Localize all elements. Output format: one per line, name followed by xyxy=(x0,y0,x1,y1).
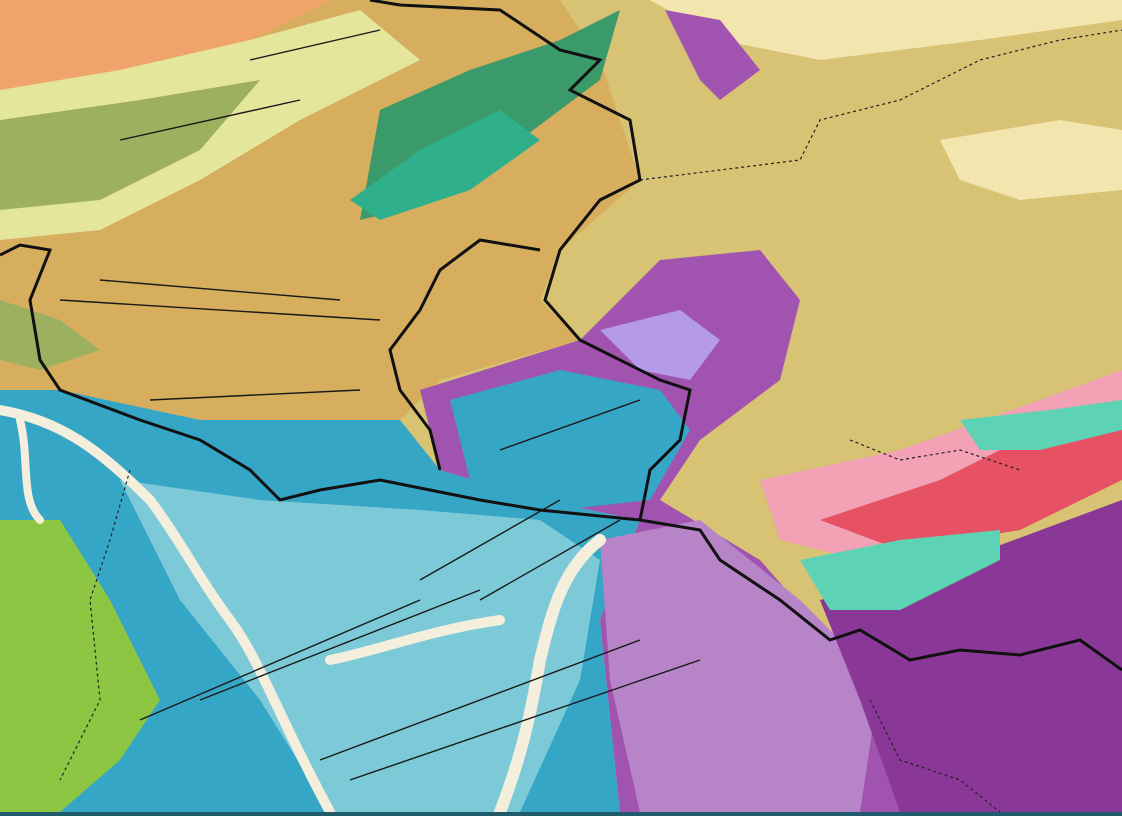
provincial-border xyxy=(59,469,131,781)
region-blue-central xyxy=(450,370,690,510)
national-border xyxy=(0,0,1122,672)
region-lime-southwest xyxy=(0,520,160,812)
region-cream-northeast xyxy=(650,0,1122,60)
bottom-bar xyxy=(0,812,1122,816)
river xyxy=(0,405,335,812)
provincial-border xyxy=(849,439,1021,471)
region-purple-dark-southeast xyxy=(820,500,1122,812)
region-cream-east xyxy=(940,120,1122,200)
rivers xyxy=(0,405,606,812)
fault-line xyxy=(319,639,641,761)
fault-line xyxy=(479,519,621,601)
provincial-border xyxy=(869,699,1001,812)
region-aqua xyxy=(800,530,1000,610)
region-purple-light xyxy=(600,520,880,812)
provincial-border xyxy=(639,29,1122,181)
region-teal-ridge xyxy=(350,110,540,220)
region-blue-light xyxy=(120,480,600,812)
fault-line xyxy=(59,299,381,321)
fault-line xyxy=(499,399,641,451)
river xyxy=(325,615,505,665)
fault-line xyxy=(149,389,361,401)
fault-line xyxy=(99,279,341,301)
fault-line xyxy=(349,659,701,781)
region-purple-north xyxy=(665,10,760,100)
provincial-borders xyxy=(59,29,1122,812)
region-orange-north xyxy=(0,0,330,90)
faults xyxy=(59,29,701,781)
fault-line xyxy=(119,99,301,141)
region-olive-bands xyxy=(0,80,260,210)
region-lavender xyxy=(600,310,720,380)
fault-line xyxy=(249,29,381,61)
region-olive-west xyxy=(0,300,100,370)
river xyxy=(494,534,606,812)
river xyxy=(16,416,44,524)
fault-line xyxy=(139,599,421,721)
fault-line xyxy=(419,499,561,581)
fault-line xyxy=(199,589,481,701)
region-aqua-east xyxy=(960,400,1122,450)
